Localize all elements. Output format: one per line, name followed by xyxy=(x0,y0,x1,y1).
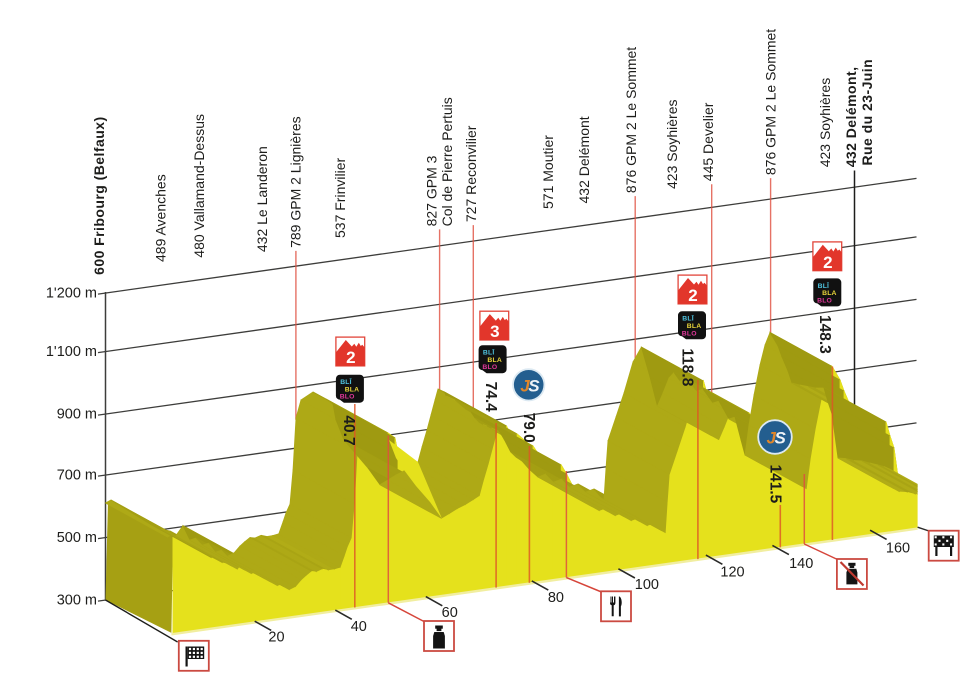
svg-text:445 Develier: 445 Develier xyxy=(700,102,716,181)
svg-text:876 GPM 2 Le Sommet: 876 GPM 2 Le Sommet xyxy=(763,29,779,175)
svg-text:120: 120 xyxy=(720,564,744,580)
svg-text:Rue du 23-Juin: Rue du 23-Juin xyxy=(859,59,875,166)
svg-text:140: 140 xyxy=(789,556,813,572)
svg-text:Col de Pierre Pertuis: Col de Pierre Pertuis xyxy=(439,97,455,226)
svg-text:423 Soyhières: 423 Soyhières xyxy=(664,99,680,189)
svg-text:2: 2 xyxy=(346,348,355,367)
svg-text:BLO: BLO xyxy=(482,364,497,371)
svg-text:BLĪ: BLĪ xyxy=(483,349,495,357)
svg-text:500 m: 500 m xyxy=(57,530,97,546)
svg-text:432 Delémont,: 432 Delémont, xyxy=(843,67,859,168)
svg-text:900 m: 900 m xyxy=(57,407,97,423)
svg-text:789 GPM 2 Lignières: 789 GPM 2 Lignières xyxy=(288,116,304,248)
svg-text:BLA: BLA xyxy=(687,323,702,330)
svg-text:J: J xyxy=(520,376,530,395)
svg-text:600 Fribourg (Belfaux): 600 Fribourg (Belfaux) xyxy=(91,116,107,274)
svg-text:432 Delémont: 432 Delémont xyxy=(576,116,592,203)
svg-text:537 Frinvilier: 537 Frinvilier xyxy=(332,158,348,238)
svg-text:BLĪ: BLĪ xyxy=(340,378,352,386)
svg-text:100: 100 xyxy=(635,577,659,593)
svg-text:BLO: BLO xyxy=(682,330,697,337)
svg-text:BLA: BLA xyxy=(487,357,502,364)
svg-text:2: 2 xyxy=(823,253,832,272)
svg-text:BLO: BLO xyxy=(340,394,355,401)
svg-text:80: 80 xyxy=(548,590,564,606)
svg-text:118.8: 118.8 xyxy=(679,348,696,386)
svg-text:3: 3 xyxy=(490,322,499,341)
svg-text:141.5: 141.5 xyxy=(767,465,784,504)
svg-text:20: 20 xyxy=(268,630,284,646)
svg-text:J: J xyxy=(767,429,777,448)
svg-text:74.4: 74.4 xyxy=(482,382,499,413)
svg-text:40.7: 40.7 xyxy=(340,415,357,445)
svg-text:423 Soyhières: 423 Soyhières xyxy=(817,78,833,168)
svg-text:148.3: 148.3 xyxy=(816,315,833,354)
svg-text:1'200 m: 1'200 m xyxy=(46,286,97,302)
svg-text:700 m: 700 m xyxy=(57,468,97,484)
svg-text:1'100 m: 1'100 m xyxy=(46,344,97,360)
svg-text:40: 40 xyxy=(351,619,367,635)
svg-text:BLĪ: BLĪ xyxy=(682,315,694,323)
svg-text:727 Reconvilier: 727 Reconvilier xyxy=(463,125,479,222)
svg-text:79.0: 79.0 xyxy=(520,413,537,443)
svg-text:BLA: BLA xyxy=(822,290,837,297)
svg-text:BLA: BLA xyxy=(345,386,360,393)
svg-text:876 GPM 2 Le Sommet: 876 GPM 2 Le Sommet xyxy=(623,47,639,193)
svg-text:S: S xyxy=(775,429,787,448)
svg-text:571 Moutier: 571 Moutier xyxy=(540,135,556,209)
svg-text:432 Le Landeron: 432 Le Landeron xyxy=(254,146,270,252)
svg-text:160: 160 xyxy=(886,541,910,557)
svg-text:300 m: 300 m xyxy=(57,593,97,609)
svg-text:S: S xyxy=(528,376,540,395)
svg-text:BLO: BLO xyxy=(817,297,832,304)
svg-text:480 Vallamand-Dessus: 480 Vallamand-Dessus xyxy=(191,114,207,258)
svg-text:BLĪ: BLĪ xyxy=(818,282,830,290)
svg-text:60: 60 xyxy=(442,605,458,621)
svg-text:2: 2 xyxy=(688,286,697,305)
svg-text:489 Avenches: 489 Avenches xyxy=(153,174,169,262)
svg-text:827 GPM 3: 827 GPM 3 xyxy=(424,155,440,226)
